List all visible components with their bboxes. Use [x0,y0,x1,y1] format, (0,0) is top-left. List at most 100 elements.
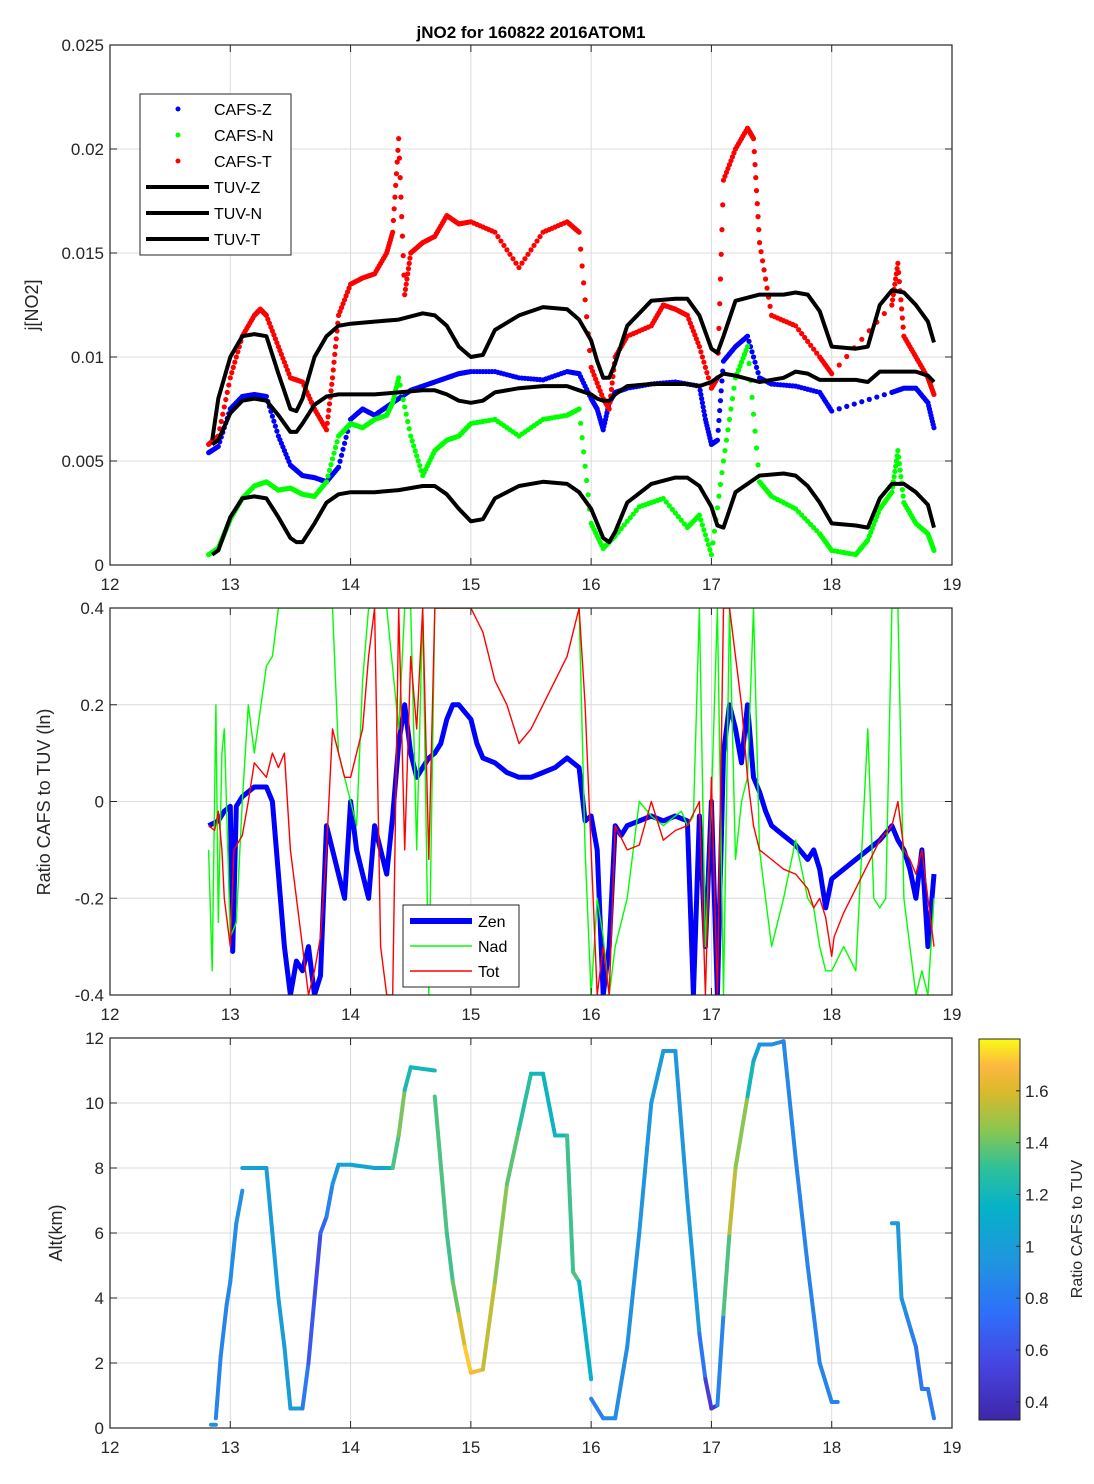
altitude-track-piece [312,1231,323,1300]
data-point-cafs-t [398,194,404,200]
data-point-cafs-t [325,414,331,420]
data-point-cafs-t [723,169,730,175]
x-tick-label: 18 [822,1005,841,1024]
legend-label-tuv-z: TUV-Z [214,180,260,197]
altitude-track-piece [589,1396,606,1421]
altitude-track-piece [224,1279,233,1307]
data-point-cafs-n [738,359,745,365]
data-point-cafs-t [584,314,590,320]
data-point-cafs-n [723,437,730,443]
altitude-track-piece [733,1094,750,1170]
x-tick-label: 16 [582,1438,601,1457]
data-point-cafs-n [672,510,678,516]
data-point-cafs-n [406,426,412,432]
series-line-tuv-n [211,471,936,557]
altitude-track-piece [504,1127,521,1187]
data-point-cafs-n [896,454,902,460]
altitude-track-piece [565,1133,576,1274]
data-point-cafs-t [531,242,537,249]
data-point-cafs-t [391,206,397,212]
y-tick-label: 0.01 [71,348,104,367]
data-point-cafs-n [737,363,743,369]
data-point-cafs-t [579,263,585,269]
altitude-track-piece [769,1039,786,1047]
x-tick-label: 16 [582,575,601,594]
data-point-cafs-n [326,467,333,473]
altitude-track-piece [390,1133,401,1170]
altitude-track-piece [306,1296,317,1365]
altitude-track-piece [324,1182,335,1219]
altitude-track-piece [697,1331,708,1382]
data-point-cafs-z [699,400,706,406]
data-point-cafs-t [286,371,292,377]
data-point-cafs-t [596,384,602,390]
panel2-plot-area [207,608,937,995]
data-point-cafs-z [881,392,887,398]
data-point-cafs-t [836,362,842,368]
data-point-cafs-t [337,308,343,315]
data-point-cafs-t [896,269,902,276]
data-point-cafs-n [869,525,875,531]
colorbar: 0.4 0.6 0.8 1 1.2 1.4 1.6 [978,1038,1049,1421]
data-point-cafs-t [716,325,722,331]
x-tick-label: 15 [461,1005,480,1024]
altitude-track-segment [432,1071,594,1382]
data-point-cafs-n [329,456,336,462]
altitude-track-piece [516,1071,533,1131]
data-point-cafs-t [793,323,799,329]
legend-panel2[interactable]: Zen Nad Tot [402,904,520,988]
data-point-cafs-n [402,404,408,410]
data-point-cafs-z [340,446,346,452]
legend-label-tuv-n: TUV-N [214,206,262,223]
data-point-cafs-n [660,495,666,502]
data-point-cafs-z [749,349,755,355]
data-point-cafs-t [405,271,411,277]
data-point-cafs-n [663,499,669,505]
data-point-cafs-t [729,154,736,160]
data-point-cafs-t [510,256,516,262]
panel1-plot-area [206,125,937,558]
panel3-plot-area [209,1039,936,1427]
altitude-track-piece [270,1231,281,1300]
series-line-tuv-t [211,369,936,447]
data-point-cafs-t [693,336,699,342]
data-point-cafs-n [752,428,758,434]
data-point-cafs-t [346,285,352,291]
data-point-cafs-n [874,514,880,520]
axes-box [109,44,953,566]
data-point-cafs-n [408,433,414,439]
data-point-cafs-t [599,392,605,398]
data-point-cafs-n [334,439,340,445]
data-point-cafs-t [588,364,594,370]
data-point-cafs-t [333,336,339,342]
data-point-cafs-z [836,406,842,412]
data-point-cafs-t [686,316,692,322]
data-point-cafs-t [799,331,805,337]
x-tick-label: 12 [101,1005,120,1024]
x-tick-label: 18 [822,1438,841,1457]
y-tick-label: 0 [95,793,104,812]
data-point-cafs-t [767,303,773,309]
series-cafs-z [206,333,937,485]
data-point-cafs-t [404,276,410,282]
data-point-cafs-n [585,492,591,498]
data-point-cafs-n [898,474,904,480]
data-point-cafs-t [400,253,406,259]
x-tick-label: 12 [101,575,120,594]
altitude-track-piece [904,1312,914,1333]
data-point-cafs-t [704,370,710,376]
altitude-track-piece [462,1344,473,1375]
data-point-cafs-t [284,367,291,373]
y-tick-label: 8 [95,1159,104,1178]
data-point-cafs-n [896,461,902,467]
data-point-cafs-z [701,408,707,414]
data-point-cafs-z [829,408,835,414]
altitude-track-piece [715,1312,726,1408]
data-point-cafs-z [931,425,937,431]
data-point-cafs-t [220,411,226,417]
data-point-cafs-n [699,522,706,528]
data-point-cafs-t [899,315,905,321]
altitude-track-piece [450,1279,461,1317]
legend-panel1[interactable]: CAFS-Z CAFS-N CAFS-T TUV-Z TUV-N TUV-T [139,93,292,256]
colorbar-tick-label: 1.6 [1025,1082,1049,1101]
